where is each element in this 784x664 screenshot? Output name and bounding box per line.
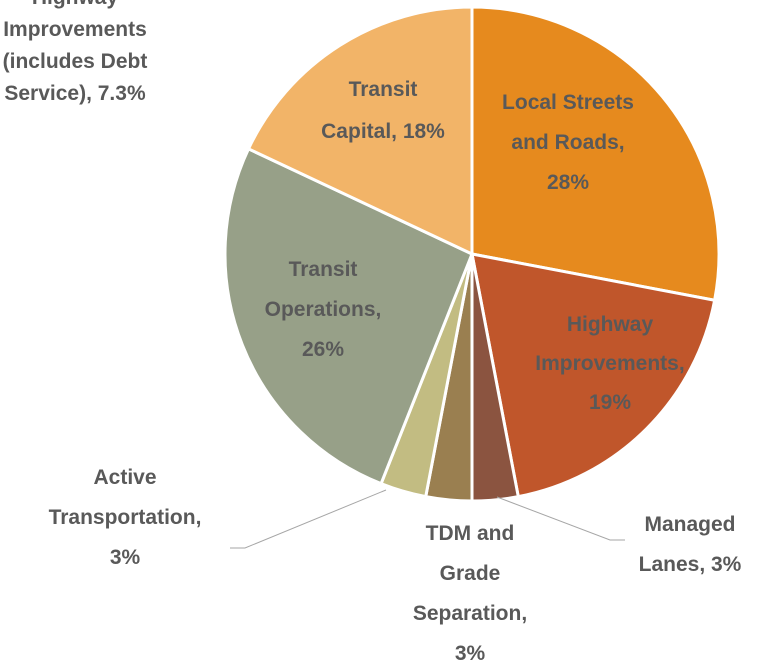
- pie-slice: [470, 252, 717, 499]
- slice-label: TDM and Grade Separation, 3%: [413, 522, 527, 664]
- leader-line: [496, 496, 625, 541]
- slice-label: Active Transportation, 3%: [49, 466, 202, 569]
- slice-label: Managed Lanes, 3%: [639, 513, 742, 576]
- pie-slice: [470, 5, 721, 303]
- slice-label: Highway Improvements, 19%: [535, 313, 684, 414]
- pie-slice: [223, 146, 474, 486]
- slice-label: Local Streets and Roads, 28%: [502, 91, 634, 194]
- pie-slice: [246, 5, 474, 257]
- slice-label: Transit Operations, 26%: [265, 258, 382, 361]
- leader-line: [230, 489, 387, 549]
- slice-label: Transit Capital, 18%: [321, 78, 445, 143]
